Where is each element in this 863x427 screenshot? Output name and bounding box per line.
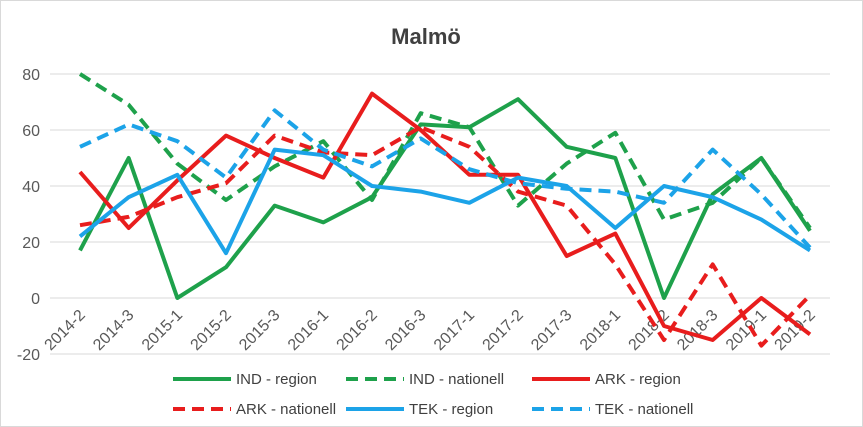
series-line-ark-nationell <box>79 125 812 348</box>
y-tick-label: 60 <box>22 123 40 140</box>
legend-label: IND - nationell <box>409 371 504 388</box>
x-tick-label: 2018-1 <box>577 307 624 354</box>
series-line-tek-region <box>78 147 812 256</box>
x-tick-label: 2015-3 <box>236 307 283 354</box>
legend-label: TEK - region <box>409 401 493 418</box>
chart-title: Malmö <box>391 24 461 49</box>
y-tick-label: 40 <box>22 179 40 196</box>
legend-label: ARK - nationell <box>236 401 336 418</box>
legend-label: TEK - nationell <box>595 401 693 418</box>
x-tick-label: 2017-1 <box>431 307 478 354</box>
series-line-tek-nationell <box>79 108 812 249</box>
x-tick-label: 2015-2 <box>188 307 235 354</box>
x-tick-label: 2018-2 <box>626 307 673 354</box>
x-tick-label: 2015-1 <box>139 307 186 354</box>
x-tick-label: 2014-2 <box>42 307 89 354</box>
legend-label: ARK - region <box>595 371 681 388</box>
y-tick-label: 80 <box>22 67 40 84</box>
x-tick-label: 2014-3 <box>90 307 137 354</box>
x-tick-label: 2017-2 <box>480 307 527 354</box>
series-line-ind-region <box>78 97 812 300</box>
series-line-ind-nationell <box>78 72 812 230</box>
x-tick-label: 2019-1 <box>723 307 770 354</box>
x-tick-label: 2016-3 <box>382 307 429 354</box>
x-tick-label: 2017-3 <box>528 307 575 354</box>
y-tick-label: 0 <box>31 291 40 308</box>
y-tick-label: 20 <box>22 235 40 252</box>
y-tick-label: -20 <box>17 347 40 364</box>
legend-label: IND - region <box>236 371 317 388</box>
x-tick-label: 2016-1 <box>285 307 332 354</box>
x-tick-label: 2016-2 <box>334 307 381 354</box>
